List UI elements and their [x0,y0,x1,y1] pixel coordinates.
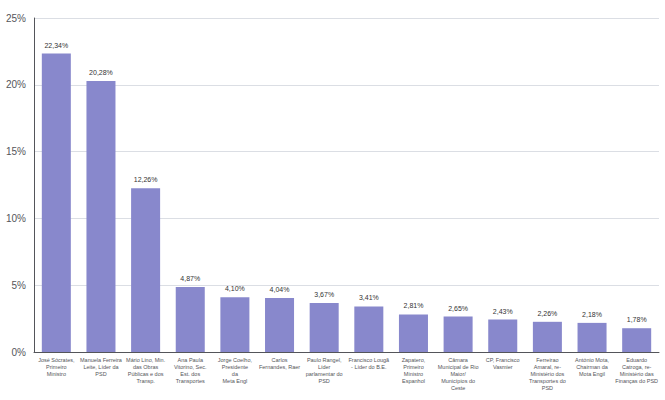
svg-text:José Sócrates,: José Sócrates, [38,357,75,363]
svg-text:da: da [232,371,239,377]
svg-text:3,41%: 3,41% [359,294,379,301]
svg-text:Ceste: Ceste [451,385,465,391]
svg-text:Primeiro: Primeiro [403,364,423,370]
svg-text:5%: 5% [12,280,27,291]
svg-text:Leite, Líder da: Leite, Líder da [83,364,119,370]
svg-text:20%: 20% [6,79,26,90]
svg-text:Mota Engil: Mota Engil [579,371,605,377]
svg-text:Ministro: Ministro [404,371,423,377]
svg-text:Municípios do: Municípios do [441,378,475,384]
svg-text:das Obras: das Obras [133,364,159,370]
svg-text:Ministro: Ministro [47,371,66,377]
svg-text:2,43%: 2,43% [493,308,513,315]
svg-text:Vasmier: Vasmier [493,364,513,370]
svg-text:Primeiro: Primeiro [46,364,66,370]
svg-text:4,04%: 4,04% [270,286,290,293]
svg-text:2,18%: 2,18% [582,311,602,318]
svg-text:Ministério dos: Ministério dos [530,371,564,377]
svg-text:Câmara: Câmara [448,357,469,363]
svg-text:Paulo Rangel,: Paulo Rangel, [307,357,342,363]
svg-text:Francisco Lougã: Francisco Lougã [348,357,390,363]
svg-text:CP, Francisco: CP, Francisco [486,357,520,363]
svg-text:Manuela Ferreira: Manuela Ferreira [80,357,123,363]
svg-text:António Mota,: António Mota, [575,357,609,363]
svg-text:Ministério das: Ministério das [620,371,654,377]
svg-text:Presidente: Presidente [222,364,248,370]
svg-text:Zapatero,: Zapatero, [402,357,426,363]
svg-text:PSD: PSD [542,385,553,391]
svg-text:2,81%: 2,81% [404,302,424,309]
svg-text:Públicas e dos: Públicas e dos [128,371,164,377]
svg-text:Eduardo: Eduardo [626,357,647,363]
svg-text:1,78%: 1,78% [627,316,647,323]
svg-text:Transp.: Transp. [136,378,155,384]
svg-text:15%: 15% [6,146,26,157]
svg-text:Mário Lino, Min.: Mário Lino, Min. [126,357,166,363]
svg-text:Finanças do PSD: Finanças do PSD [615,378,658,384]
svg-text:22,34%: 22,34% [44,42,68,49]
svg-text:Líder: Líder [318,364,331,370]
svg-text:2,65%: 2,65% [448,305,468,312]
svg-text:Amaral, re-: Amaral, re- [534,364,561,370]
svg-text:Espanhol: Espanhol [402,378,425,384]
svg-text:25%: 25% [6,13,26,24]
svg-text:Fernandes, Raer: Fernandes, Raer [259,364,300,370]
svg-text:Meta Engl: Meta Engl [223,378,248,384]
svg-text:Ferreirao: Ferreirao [536,357,558,363]
svg-text:Transportes: Transportes [176,378,205,384]
svg-text:Est. dos: Est. dos [180,371,200,377]
svg-text:3,67%: 3,67% [314,291,334,298]
svg-text:4,87%: 4,87% [180,275,200,282]
svg-text:- Líder do B.E.: - Líder do B.E. [351,364,387,370]
svg-text:Ana Paula: Ana Paula [178,357,204,363]
svg-text:10%: 10% [6,213,26,224]
svg-text:parlamentar do: parlamentar do [306,371,343,377]
svg-text:20,28%: 20,28% [89,69,113,76]
svg-text:Maior/: Maior/ [450,371,466,377]
svg-text:Chairman da: Chairman da [576,364,608,370]
svg-text:Carlos: Carlos [272,357,288,363]
svg-text:Municipal de Rio: Municipal de Rio [438,364,479,370]
svg-text:4,10%: 4,10% [225,285,245,292]
svg-text:Vitorino, Sec.: Vitorino, Sec. [174,364,207,370]
svg-text:Jorge Coelho,: Jorge Coelho, [218,357,253,363]
svg-text:12,26%: 12,26% [134,176,158,183]
svg-text:PSD: PSD [319,378,330,384]
svg-text:PSD: PSD [95,371,106,377]
svg-text:Transportes do: Transportes do [529,378,566,384]
svg-text:2,26%: 2,26% [537,310,557,317]
svg-text:0%: 0% [12,347,27,358]
svg-text:Catroga, re-: Catroga, re- [622,364,652,370]
